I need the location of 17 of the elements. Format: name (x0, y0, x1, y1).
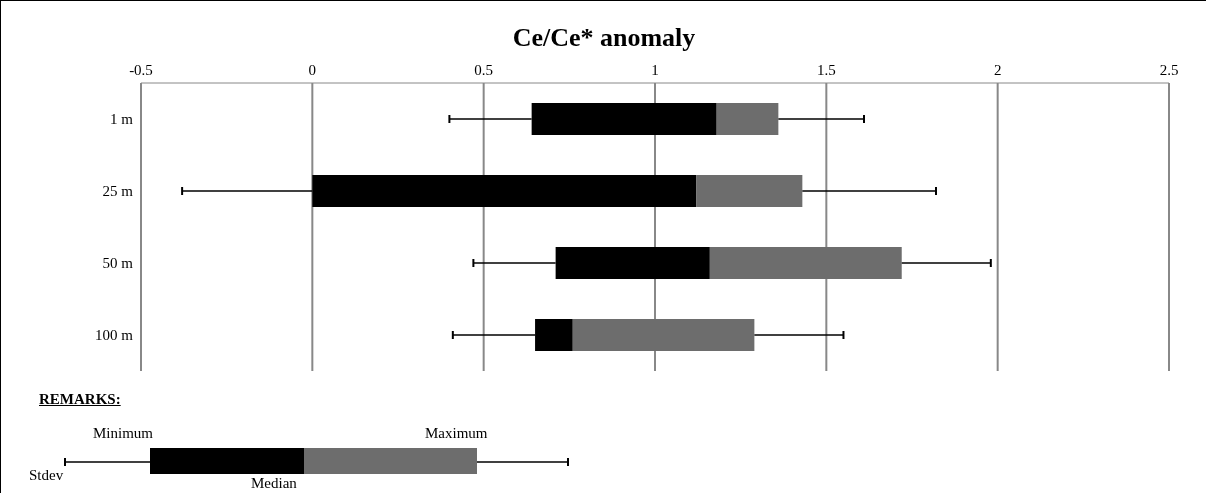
x-tick-label: 1 (651, 62, 659, 78)
y-tick-label: 50 m (102, 255, 134, 272)
x-tick-label: 1.5 (816, 62, 836, 78)
x-tick-label: 0 (308, 62, 317, 78)
text: REMARKS: (39, 391, 121, 408)
y-tick-label: 25 m (102, 183, 134, 200)
text: Minimum (93, 425, 154, 442)
x-tick-label: -0.5 (129, 62, 153, 78)
x-tick-label: 0.5 (474, 62, 494, 78)
chart-title: Ce/Ce* anomaly (511, 23, 697, 53)
text: Maximum (425, 425, 488, 442)
text: Stdev (29, 467, 64, 484)
y-tick-label: 100 m (95, 327, 134, 344)
x-tick-label: 2.5 (1159, 62, 1179, 78)
text: Median (251, 475, 297, 492)
y-tick-label: 1 m (110, 111, 134, 128)
x-tick-label: 2 (993, 62, 1002, 78)
